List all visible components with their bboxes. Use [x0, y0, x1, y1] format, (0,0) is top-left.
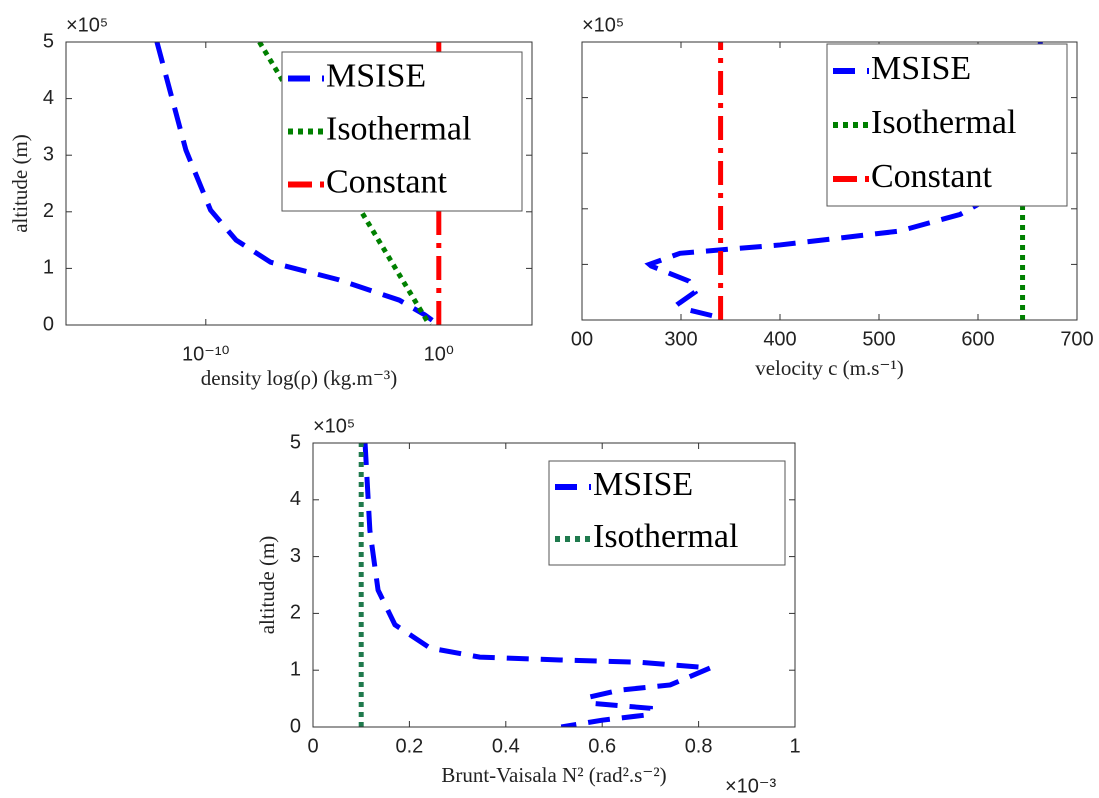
- series-line: [362, 443, 712, 727]
- x-axis-label: velocity c (m.s⁻¹): [755, 356, 904, 380]
- y-multiplier: ×10⁵: [313, 415, 355, 437]
- x-tick-label: 600: [961, 328, 994, 350]
- legend-label: Constant: [326, 163, 447, 200]
- y-tick-label: 3: [290, 545, 301, 567]
- y-tick-label: 2: [43, 200, 54, 222]
- series-line: [154, 42, 441, 325]
- x-tick-label: 0.8: [685, 735, 713, 757]
- y-tick-label: 1: [290, 658, 301, 680]
- y-multiplier: ×10⁵: [582, 14, 624, 36]
- x-tick-label: 300: [664, 328, 697, 350]
- legend-label: MSISE: [871, 50, 971, 87]
- x-tick-label: 0: [307, 735, 318, 757]
- y-axis-label: altitude (m): [255, 536, 279, 635]
- axes-frame: [65, 41, 533, 326]
- y-tick-label: 4: [43, 87, 54, 109]
- y-tick-label: 5: [43, 30, 54, 52]
- y-tick-label: 2: [290, 602, 301, 624]
- x-multiplier: ×10⁻³: [725, 775, 776, 797]
- x-tick-label: 400: [763, 328, 796, 350]
- legend-label: Constant: [871, 158, 992, 195]
- x-axis-label: density log(ρ) (kg.m⁻³): [201, 366, 397, 390]
- axes-frame: [581, 41, 1078, 321]
- x-tick-label: 500: [862, 328, 895, 350]
- x-tick-label: 1: [789, 735, 800, 757]
- x-tick-label: 10⁰: [424, 343, 454, 365]
- x-tick-label: 00: [571, 328, 593, 350]
- legend-label: Isothermal: [871, 104, 1016, 141]
- y-axis-label: altitude (m): [8, 134, 32, 233]
- legend-label: MSISE: [326, 57, 426, 94]
- legend-label: Isothermal: [326, 110, 471, 147]
- y-tick-label: 1: [43, 257, 54, 279]
- x-tick-label: 0.4: [492, 735, 520, 757]
- x-tick-label: 700: [1060, 328, 1093, 350]
- legend-label: MSISE: [593, 466, 693, 503]
- y-tick-label: 5: [290, 431, 301, 453]
- y-tick-label: 0: [43, 313, 54, 335]
- axes-frame: [312, 442, 796, 728]
- y-tick-label: 0: [290, 715, 301, 737]
- x-tick-label: 10⁻¹⁰: [182, 343, 229, 365]
- legend-label: Isothermal: [593, 518, 738, 555]
- x-axis-label: Brunt-Vaisala N² (rad².s⁻²): [441, 763, 666, 787]
- legend-box: [548, 460, 786, 566]
- y-multiplier: ×10⁵: [66, 14, 108, 36]
- x-tick-label: 0.6: [588, 735, 616, 757]
- x-tick-label: 0.2: [395, 735, 423, 757]
- y-tick-label: 4: [290, 488, 301, 510]
- y-tick-label: 3: [43, 143, 54, 165]
